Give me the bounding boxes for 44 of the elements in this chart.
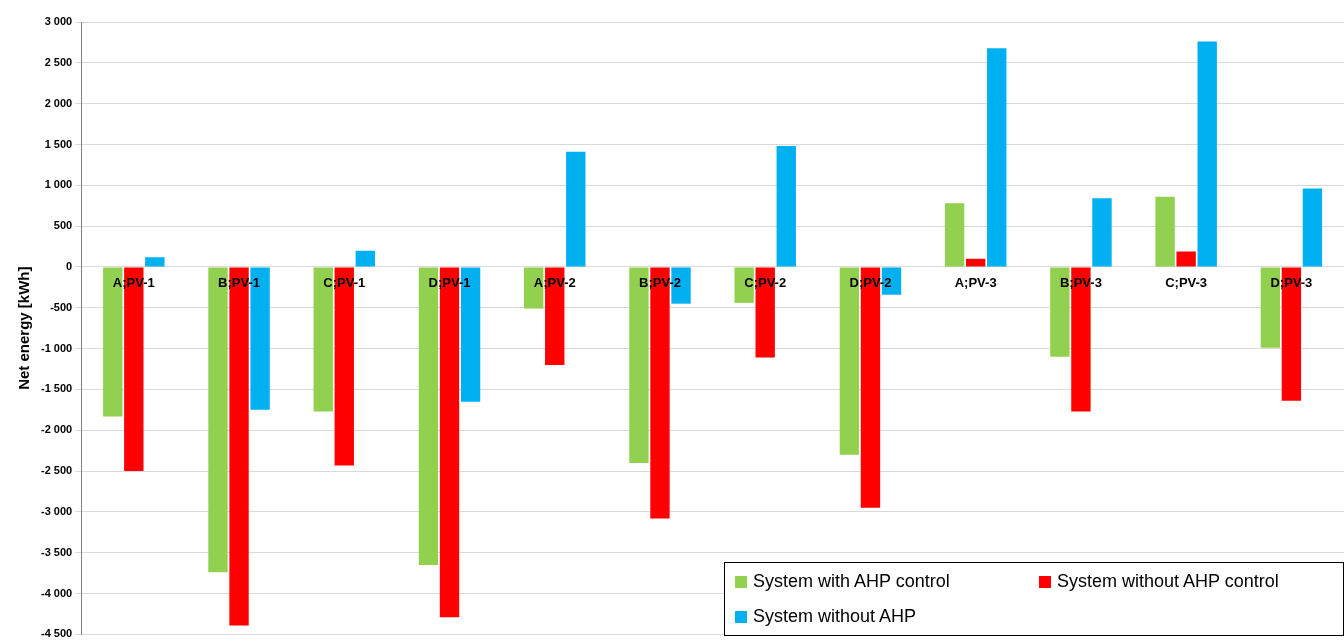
- y-tick-label: -4 500: [40, 627, 73, 640]
- y-tick-label: -3 500: [40, 545, 73, 558]
- x-tick-label: D;PV-2: [849, 275, 892, 291]
- y-tick-label: -500: [50, 300, 73, 313]
- bar: [355, 250, 375, 267]
- x-tick-label: C;PV-1: [323, 275, 366, 291]
- bar: [1176, 251, 1196, 267]
- legend-label: System without AHP: [753, 606, 917, 627]
- x-tick-label: D;PV-3: [1270, 275, 1313, 291]
- bar: [1197, 41, 1217, 267]
- y-axis-title: Net energy [kWh]: [15, 266, 33, 390]
- y-tick-label: -2 500: [40, 464, 73, 477]
- x-tick-label: B;PV-1: [218, 275, 260, 291]
- bar: [944, 203, 965, 267]
- x-tick-label: B;PV-3: [1059, 275, 1102, 291]
- x-tick-label: A;PV-2: [533, 275, 576, 291]
- x-tick-label: A;PV-3: [954, 275, 997, 291]
- y-tick-label: -1 500: [40, 382, 73, 395]
- y-tick-label: 1 000: [44, 178, 73, 191]
- bar: [776, 146, 796, 267]
- bar: [1302, 188, 1323, 267]
- y-tick-label: 1 500: [44, 137, 73, 150]
- bar: [145, 257, 165, 267]
- y-tick-label: -4 000: [40, 586, 73, 599]
- bar: [987, 48, 1007, 267]
- y-tick-label: 3 000: [44, 15, 73, 28]
- x-tick-label: C;PV-2: [744, 275, 787, 291]
- legend-label: System with AHP control: [753, 571, 950, 592]
- x-tick-label: D;PV-1: [428, 275, 471, 291]
- bar: [1155, 196, 1175, 267]
- bar: [566, 151, 586, 267]
- y-tick-label: 2 000: [44, 96, 73, 109]
- x-tick-label: B;PV-2: [639, 275, 681, 291]
- y-tick-label: 2 500: [44, 55, 73, 68]
- y-tick-label: -3 000: [40, 504, 73, 517]
- bar: [966, 258, 986, 267]
- bar: [1092, 198, 1112, 267]
- x-tick-label: C;PV-3: [1165, 275, 1208, 291]
- y-tick-label: 0: [66, 259, 73, 272]
- legend-label: System without AHP control: [1057, 571, 1279, 592]
- y-tick-label: -1 000: [40, 341, 73, 354]
- y-tick-label: 500: [53, 219, 73, 232]
- x-tick-label: A;PV-1: [112, 275, 155, 291]
- y-tick-label: -2 000: [40, 423, 73, 436]
